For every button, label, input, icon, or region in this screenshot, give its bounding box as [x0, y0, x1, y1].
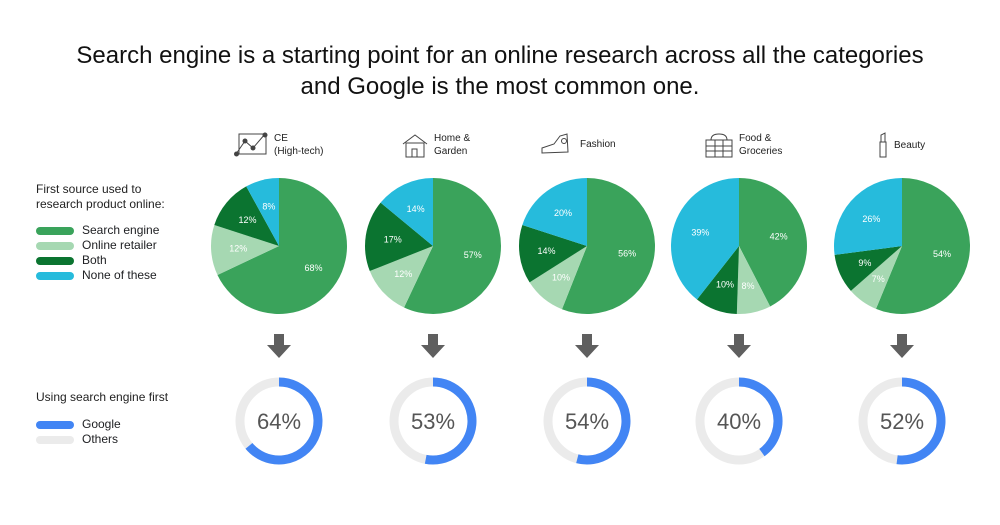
pie-slice	[519, 224, 587, 283]
down-arrow-icon	[267, 334, 291, 358]
pie-slice	[365, 202, 433, 272]
pie-slice	[404, 178, 502, 315]
pie-slice	[214, 186, 279, 246]
legend-swatch	[36, 241, 74, 250]
pie-slice	[522, 178, 587, 246]
donut-value-label: 64%	[257, 409, 301, 434]
pie-slice	[561, 178, 656, 314]
donut-google-arc	[576, 377, 631, 465]
pie-data-label: 9%	[858, 258, 871, 268]
pie-data-label: 56%	[618, 249, 636, 259]
pie-data-label: 14%	[538, 246, 556, 256]
pie-slice	[529, 246, 587, 310]
title-line-1: Search engine is a starting point for an…	[76, 42, 924, 69]
pie-slice	[834, 178, 902, 255]
legend-label: Online retailer	[82, 238, 157, 252]
legend-label: Both	[82, 253, 107, 267]
pie-legend-title-line-2: research product online:	[36, 197, 165, 211]
donut-google-arc	[896, 377, 946, 465]
house-icon	[402, 134, 428, 158]
pie-data-label: 42%	[770, 231, 788, 241]
donut-value-label: 53%	[411, 409, 455, 434]
pie-legend-title: First source used to research product on…	[36, 182, 165, 212]
pie-slice	[246, 178, 279, 246]
legend-label: Google	[82, 417, 121, 431]
basket-icon	[705, 133, 733, 158]
pie-data-label: 12%	[229, 244, 247, 254]
legend-item-search-engine: Search engine	[36, 223, 159, 238]
pie-data-label: 14%	[407, 204, 425, 214]
chart-icon	[234, 132, 268, 157]
pie-slice	[369, 246, 433, 308]
category-label: Fashion	[580, 138, 616, 150]
donut-google-arc	[738, 377, 783, 457]
legend-swatch	[36, 256, 74, 265]
pie-legend-title-line-1: First source used to	[36, 182, 142, 196]
pie-data-label: 20%	[554, 208, 572, 218]
pie-slice	[696, 246, 739, 314]
lipstick-icon	[879, 132, 887, 158]
category-label: Beauty	[894, 139, 926, 151]
legend-item-online-retailer: Online retailer	[36, 238, 157, 253]
donut-google-arc	[424, 377, 477, 465]
pie-data-label: 8%	[741, 281, 754, 291]
pie-data-label: 10%	[552, 272, 570, 282]
page-title: Search engine is a starting point for an…	[0, 40, 1000, 102]
pie-data-label: 7%	[872, 274, 885, 284]
pie-data-label: 57%	[464, 250, 482, 260]
pie-slice	[875, 178, 970, 314]
down-arrow-icon	[421, 334, 445, 358]
legend-item-google: Google	[36, 417, 121, 432]
category-label: Garden	[434, 146, 468, 157]
legend-swatch	[36, 226, 74, 235]
donut-google-arc	[245, 377, 323, 465]
pie-data-label: 68%	[304, 263, 322, 273]
category-label: CE	[274, 133, 288, 144]
category-home-garden: Home & Garden	[402, 132, 470, 158]
donut-value-label: 54%	[565, 409, 609, 434]
pie-data-label: 8%	[262, 201, 275, 211]
category-beauty: Beauty	[878, 132, 925, 158]
legend-label: None of these	[82, 268, 157, 282]
pie-slice	[834, 246, 902, 291]
category-ce: CE (High-tech)	[234, 132, 323, 158]
category-fashion: Fashion	[540, 132, 616, 156]
donut-value-label: 40%	[717, 409, 761, 434]
pie-slice	[739, 178, 807, 307]
category-label: Groceries	[739, 146, 783, 157]
pie-slice	[380, 178, 433, 246]
pie-slice	[217, 178, 347, 314]
category-food-groceries: Food & Groceries	[705, 132, 782, 158]
category-label: Home &	[434, 133, 471, 144]
pie-data-label: 12%	[394, 269, 412, 279]
category-label: Food &	[739, 133, 772, 144]
legend-item-others: Others	[36, 432, 118, 447]
sneaker-icon	[541, 133, 569, 154]
pie-data-label: 12%	[239, 215, 257, 225]
donut-value-label: 52%	[880, 409, 924, 434]
pie-slice	[211, 224, 279, 275]
donut-legend-title: Using search engine first	[36, 390, 169, 404]
legend-swatch	[36, 435, 74, 444]
title-line-2: and Google is the most common one.	[300, 73, 700, 100]
down-arrow-icon	[727, 334, 751, 358]
pie-slice	[850, 246, 902, 309]
legend-item-both: Both	[36, 253, 107, 268]
legend-label: Others	[82, 432, 119, 446]
pie-slice	[736, 246, 771, 314]
pie-data-label: 26%	[862, 214, 880, 224]
down-arrow-icon	[890, 334, 914, 358]
legend-item-none: None of these	[36, 268, 157, 283]
legend-swatch	[36, 271, 74, 280]
pie-slice	[671, 178, 739, 300]
pie-data-label: 10%	[716, 279, 734, 289]
category-label: (High-tech)	[274, 146, 324, 157]
pie-data-label: 39%	[691, 228, 709, 238]
pie-data-label: 54%	[933, 249, 951, 259]
legend-label: Search engine	[82, 223, 160, 237]
pie-data-label: 17%	[384, 235, 402, 245]
legend-swatch	[36, 420, 74, 429]
down-arrow-icon	[575, 334, 599, 358]
